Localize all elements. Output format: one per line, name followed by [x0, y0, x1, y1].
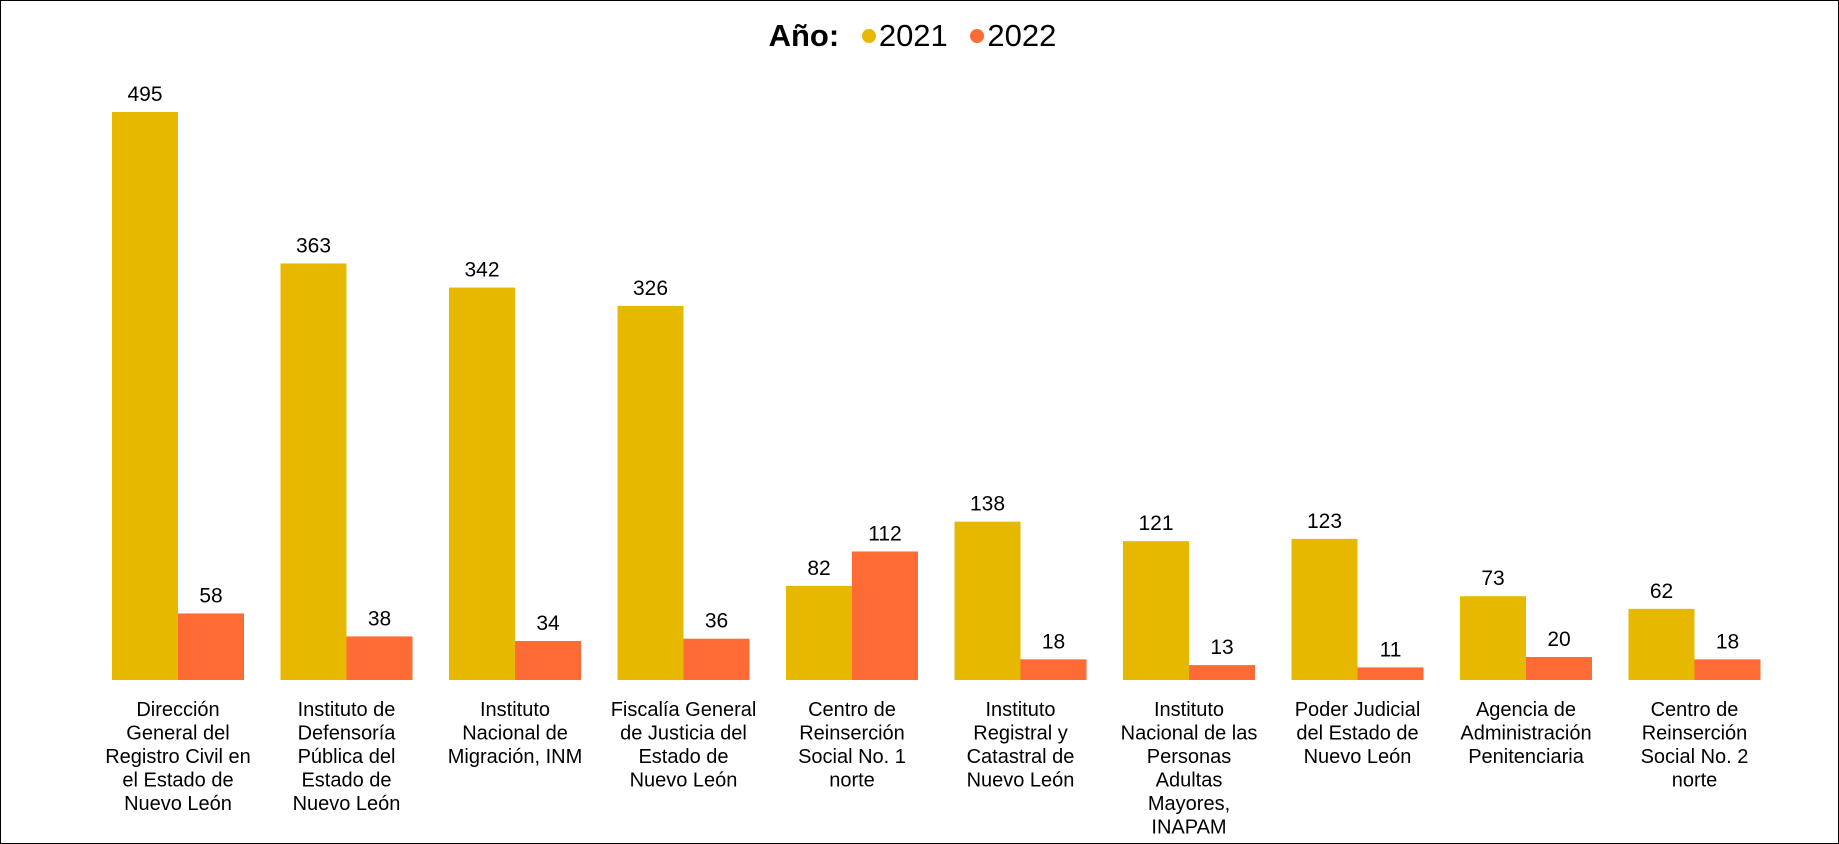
- value-label-2022-9: 20: [1547, 628, 1570, 651]
- category-label-6: Instituto Registral y Catastral de Nuevo Le…: [967, 699, 1075, 792]
- value-label-2022-10: 18: [1716, 630, 1739, 653]
- value-label-2022-8: 11: [1380, 638, 1402, 661]
- bar-2022-10: [1694, 659, 1761, 680]
- legend-title: Año:: [768, 18, 840, 53]
- value-label-2021-7: 121: [1138, 512, 1173, 535]
- bar-2022-1: [178, 613, 244, 680]
- legend-dot-2022: [970, 28, 985, 43]
- bar-2022-3: [515, 640, 581, 680]
- value-label-2022-2: 38: [368, 607, 391, 630]
- value-label-2021-9: 73: [1481, 567, 1504, 590]
- bar-2022-7: [1189, 665, 1255, 680]
- legend-dot-2021: [861, 28, 876, 43]
- bar-2022-5: [852, 551, 918, 680]
- bar-2021-9: [1460, 596, 1526, 680]
- category-label-8: Poder Judicial del Estado de Nuevo León: [1295, 699, 1421, 768]
- value-label-2022-5: 112: [868, 522, 901, 545]
- value-label-2021-8: 123: [1307, 510, 1342, 533]
- legend-label-2022: 2022: [987, 18, 1057, 53]
- value-label-2022-1: 58: [199, 584, 222, 607]
- bar-2021-4: [617, 305, 684, 680]
- category-label-9: Agencia de Administración Penitenciaria: [1460, 699, 1591, 768]
- category-label-3: Instituto Nacional de Migración, INM: [448, 699, 582, 768]
- bar-2022-4: [683, 638, 750, 680]
- category-label-7: Instituto Nacional de las Personas Adultas M…: [1121, 699, 1258, 839]
- value-label-2022-6: 18: [1042, 630, 1065, 653]
- value-label-2021-5: 82: [807, 557, 830, 580]
- value-label-2021-4: 326: [633, 277, 668, 300]
- bar-2021-6: [954, 521, 1021, 680]
- value-label-2021-6: 138: [970, 493, 1005, 516]
- bar-2022-9: [1526, 657, 1592, 680]
- bar-2022-2: [346, 636, 413, 680]
- bar-2021-2: [280, 263, 347, 680]
- value-label-2021-3: 342: [464, 259, 499, 282]
- bar-2022-8: [1357, 667, 1424, 680]
- value-label-2022-4: 36: [705, 610, 728, 633]
- category-label-2: Instituto de Defensoría Pública del Estado …: [293, 699, 401, 815]
- category-label-4: Fiscalía General de Justicia del Estado de…: [611, 699, 757, 792]
- value-label-2021-10: 62: [1650, 580, 1673, 603]
- legend-label-2021: 2021: [878, 18, 948, 53]
- value-label-2021-2: 363: [296, 234, 331, 257]
- legend-item-2021: 2021: [861, 18, 948, 54]
- bar-2021-8: [1291, 538, 1358, 680]
- bar-2021-5: [786, 585, 852, 680]
- legend-item-2022: 2022: [970, 18, 1056, 54]
- bar-2021-10: [1628, 608, 1695, 680]
- category-label-10: Centro de Reinserción Social No. 2 norte: [1641, 699, 1749, 792]
- bar-2021-1: [112, 112, 178, 680]
- category-label-1: Dirección General del Registro Civil en el …: [105, 699, 251, 815]
- value-label-2022-3: 34: [536, 612, 560, 635]
- bar-2021-7: [1123, 541, 1189, 680]
- category-label-5: Centro de Reinserción Social No. 1 norte: [798, 699, 906, 792]
- value-label-2021-1: 495: [127, 83, 162, 106]
- legend: Año: 2021 2022: [0, 18, 1839, 54]
- bar-2022-6: [1020, 659, 1087, 680]
- value-label-2022-7: 13: [1210, 636, 1233, 659]
- bar-2021-3: [449, 287, 515, 680]
